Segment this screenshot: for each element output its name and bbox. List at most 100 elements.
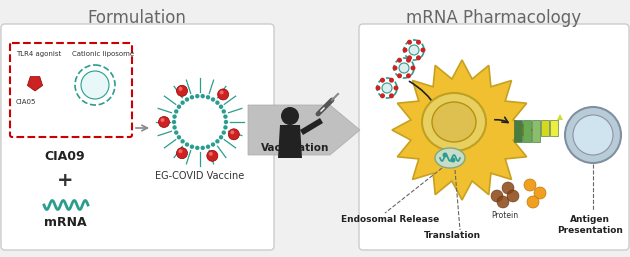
- FancyBboxPatch shape: [10, 43, 132, 137]
- Circle shape: [380, 93, 385, 98]
- Circle shape: [222, 109, 226, 114]
- Circle shape: [220, 90, 224, 94]
- Circle shape: [231, 130, 234, 134]
- Circle shape: [397, 58, 402, 63]
- Circle shape: [195, 94, 200, 98]
- Circle shape: [389, 93, 394, 98]
- Circle shape: [211, 97, 215, 102]
- Circle shape: [380, 78, 385, 83]
- Text: Antigen
Presentation: Antigen Presentation: [557, 215, 623, 235]
- Text: Formulation: Formulation: [88, 9, 186, 27]
- Circle shape: [176, 85, 188, 96]
- Polygon shape: [300, 118, 323, 135]
- Text: CIA05: CIA05: [16, 99, 37, 105]
- Circle shape: [403, 48, 408, 52]
- Circle shape: [81, 71, 109, 99]
- Bar: [541, 120, 549, 136]
- Circle shape: [219, 105, 223, 109]
- Circle shape: [442, 152, 447, 158]
- Circle shape: [177, 105, 181, 109]
- Circle shape: [174, 109, 178, 114]
- Text: TLR4 agonist: TLR4 agonist: [16, 51, 61, 57]
- Circle shape: [180, 100, 185, 105]
- Circle shape: [389, 78, 394, 83]
- Text: mRNA Pharmacology: mRNA Pharmacology: [406, 9, 581, 27]
- Circle shape: [173, 114, 177, 119]
- Circle shape: [161, 118, 164, 122]
- Circle shape: [209, 152, 213, 156]
- Bar: [514, 120, 522, 142]
- Circle shape: [450, 158, 455, 162]
- Circle shape: [420, 48, 425, 52]
- Circle shape: [524, 179, 536, 191]
- Text: Protein: Protein: [491, 210, 518, 219]
- Circle shape: [377, 78, 397, 98]
- Circle shape: [392, 66, 398, 70]
- Circle shape: [180, 139, 185, 143]
- Circle shape: [178, 149, 183, 153]
- Bar: [523, 120, 531, 142]
- Circle shape: [406, 73, 411, 78]
- Circle shape: [228, 129, 239, 140]
- Text: CIA09: CIA09: [45, 151, 85, 163]
- Bar: [532, 120, 540, 142]
- Circle shape: [195, 146, 200, 150]
- Text: Vaccination: Vaccination: [261, 143, 329, 153]
- Circle shape: [190, 144, 194, 149]
- Circle shape: [409, 45, 419, 55]
- Circle shape: [207, 150, 218, 161]
- Ellipse shape: [432, 102, 476, 142]
- Text: mRNA: mRNA: [43, 216, 86, 228]
- Circle shape: [534, 187, 546, 199]
- Polygon shape: [278, 125, 302, 158]
- Circle shape: [190, 95, 194, 99]
- Circle shape: [173, 125, 177, 130]
- Circle shape: [223, 125, 227, 130]
- Circle shape: [174, 130, 178, 135]
- Polygon shape: [248, 105, 360, 155]
- Circle shape: [159, 116, 169, 127]
- Circle shape: [399, 63, 409, 73]
- Circle shape: [382, 83, 392, 93]
- Polygon shape: [557, 114, 563, 120]
- Circle shape: [502, 182, 514, 194]
- Circle shape: [565, 107, 621, 163]
- Circle shape: [224, 120, 228, 124]
- Circle shape: [491, 190, 503, 202]
- Text: Translation: Translation: [423, 231, 481, 240]
- Circle shape: [215, 100, 220, 105]
- Circle shape: [281, 107, 299, 125]
- Text: Endosomal Release: Endosomal Release: [341, 216, 439, 225]
- Text: +: +: [57, 170, 73, 189]
- FancyBboxPatch shape: [1, 24, 274, 250]
- Circle shape: [223, 114, 227, 119]
- Circle shape: [172, 120, 176, 124]
- Circle shape: [394, 58, 414, 78]
- Circle shape: [527, 196, 539, 208]
- Bar: [550, 120, 558, 136]
- Circle shape: [200, 146, 205, 150]
- Circle shape: [416, 40, 421, 45]
- Circle shape: [394, 86, 399, 90]
- Circle shape: [219, 135, 223, 140]
- Circle shape: [177, 135, 181, 140]
- Text: EG-COVID Vaccine: EG-COVID Vaccine: [156, 171, 244, 181]
- Circle shape: [176, 148, 188, 159]
- Circle shape: [406, 58, 411, 63]
- Circle shape: [507, 190, 519, 202]
- Circle shape: [217, 89, 229, 100]
- Circle shape: [397, 73, 402, 78]
- Circle shape: [375, 86, 381, 90]
- Circle shape: [407, 55, 412, 60]
- Circle shape: [573, 115, 613, 155]
- Circle shape: [185, 142, 189, 147]
- Circle shape: [222, 130, 226, 135]
- Circle shape: [497, 196, 509, 208]
- Circle shape: [407, 40, 412, 45]
- Circle shape: [206, 95, 210, 99]
- Circle shape: [75, 65, 115, 105]
- Ellipse shape: [422, 93, 486, 151]
- Circle shape: [185, 97, 189, 102]
- FancyBboxPatch shape: [359, 24, 629, 250]
- Circle shape: [416, 55, 421, 60]
